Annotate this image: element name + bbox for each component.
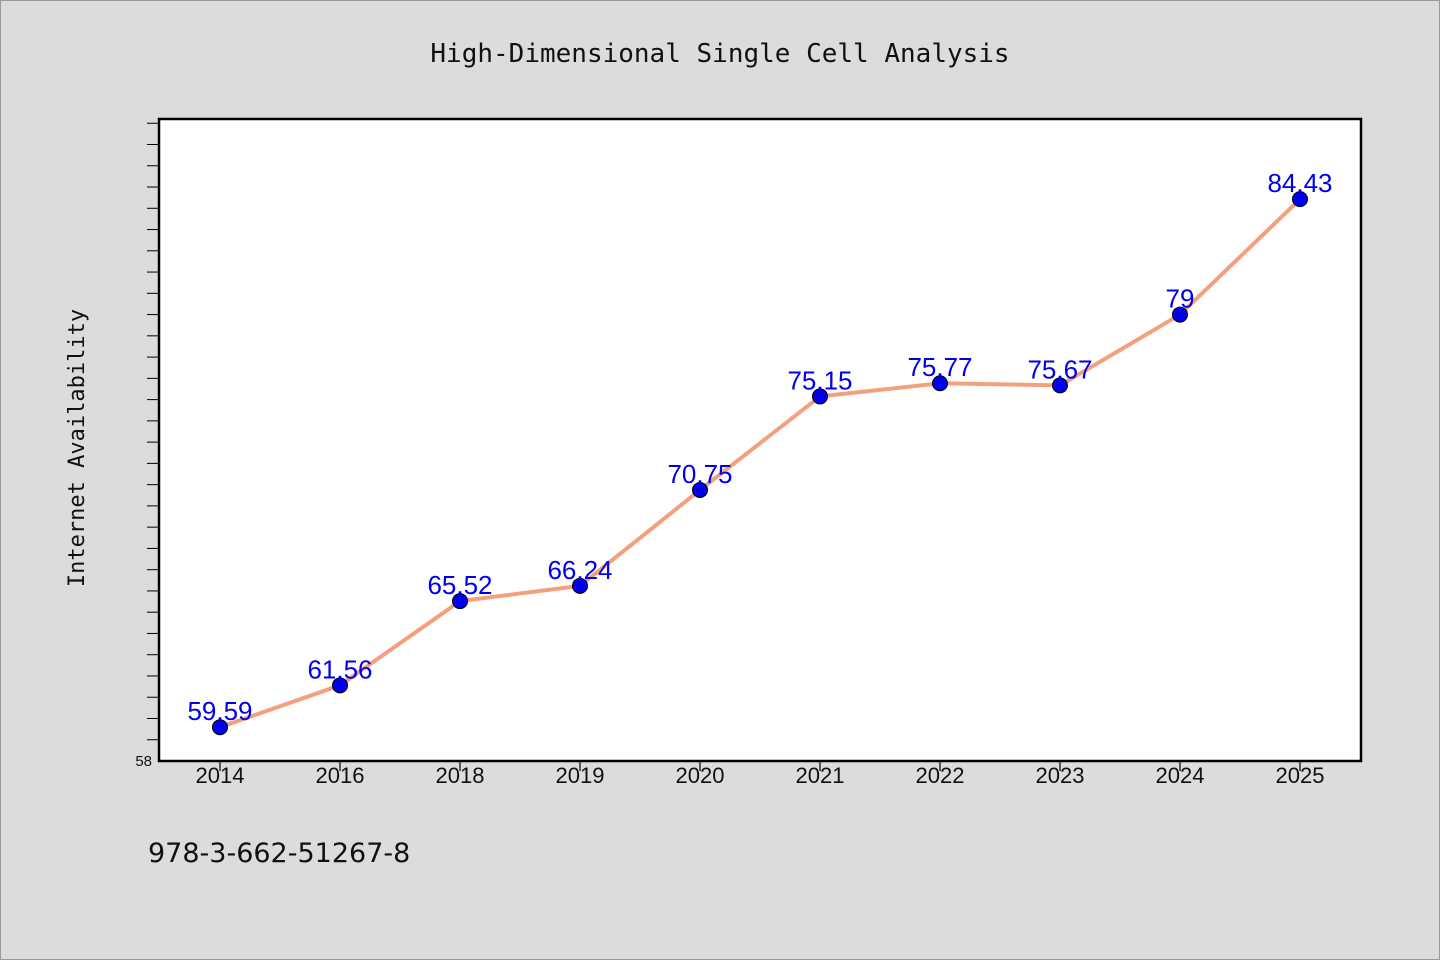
data-point xyxy=(332,677,348,694)
x-tick-label: 2019 xyxy=(556,763,605,788)
x-tick-label: 2023 xyxy=(1036,763,1085,788)
data-label: 75.77 xyxy=(907,352,972,382)
data-point xyxy=(1172,306,1188,323)
x-tick-label: 2021 xyxy=(796,763,845,788)
series-line xyxy=(218,197,1302,730)
data-label: 84.43 xyxy=(1267,168,1332,198)
data-point xyxy=(692,481,708,498)
x-tick-label: 2018 xyxy=(436,763,485,788)
data-point xyxy=(932,375,948,392)
data-label: 59.59 xyxy=(187,696,252,726)
data-label: 66.24 xyxy=(547,555,612,585)
data-point xyxy=(1292,191,1308,208)
chart-title: High-Dimensional Single Cell Analysis xyxy=(430,39,1009,69)
data-label: 70.75 xyxy=(667,459,732,489)
data-label: 61.56 xyxy=(307,654,372,684)
data-label: 65.52 xyxy=(427,570,492,600)
isbn-text: 978-3-662-51267-8 xyxy=(148,838,410,869)
series-layer: 59.59 61.56 65.52 66.24 70.75 75.15 75.77 75.67… xyxy=(187,168,1333,736)
data-point xyxy=(812,388,828,405)
data-label: 79 xyxy=(1166,284,1195,314)
data-point xyxy=(1052,377,1068,394)
data-point xyxy=(572,577,588,594)
x-tick-label: 2022 xyxy=(916,763,965,788)
x-tick-label: 2014 xyxy=(196,763,245,788)
x-tick-label: 2025 xyxy=(1276,763,1325,788)
x-tick-label: 2016 xyxy=(316,763,365,788)
data-label: 75.15 xyxy=(787,365,852,395)
y-tick-label-min: 58 xyxy=(135,753,152,770)
plot-area xyxy=(157,117,1363,763)
y-axis-ticks xyxy=(147,122,159,741)
data-point xyxy=(212,719,228,736)
x-tick-label: 2024 xyxy=(1156,763,1205,788)
x-axis-ticks: 2014 2016 2018 2019 2020 2021 2022 2023 2024 2025 xyxy=(196,761,1325,788)
data-point xyxy=(452,593,468,610)
data-label: 75.67 xyxy=(1027,354,1092,384)
y-axis-label: Internet Availability xyxy=(65,309,90,587)
x-tick-label: 2020 xyxy=(676,763,725,788)
